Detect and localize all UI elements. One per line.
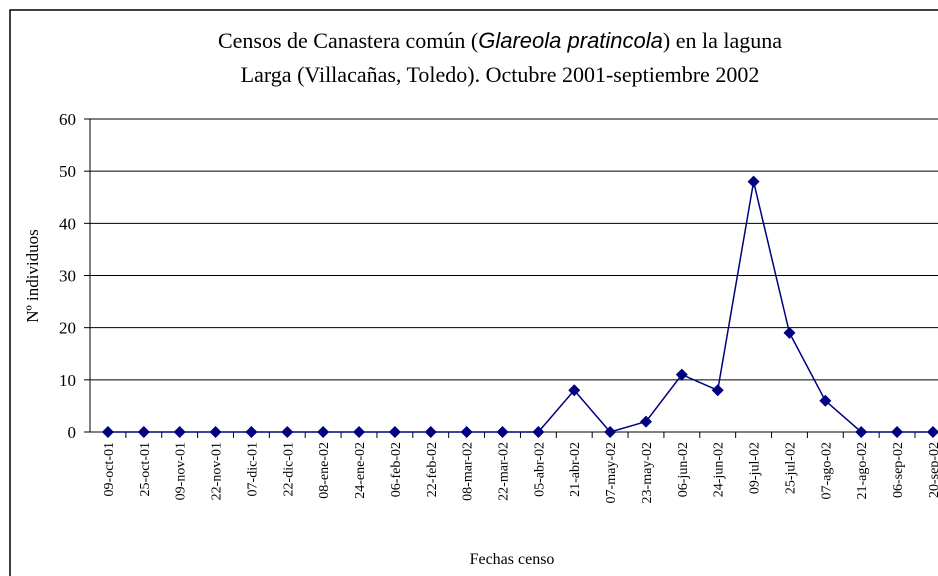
data-point [819,394,832,407]
x-tick-label: 06-jun-02 [676,442,691,497]
data-point [460,426,473,438]
y-tick-label: 0 [68,423,77,442]
data-point [747,175,760,188]
x-tick-label: 21-abr-02 [568,442,583,497]
data-point [675,368,688,381]
y-tick-label: 50 [59,162,76,181]
x-tick-label: 05-abr-02 [532,442,547,497]
x-tick-label: 24-jun-02 [712,442,727,497]
x-tick-label: 09-nov-01 [174,442,189,500]
x-tick-label: 07-ago-02 [819,442,834,500]
data-point [604,426,617,438]
data-point [245,426,258,438]
data-point [209,426,222,438]
chart-title: Censos de Canastera común (Glareola prat… [218,28,782,53]
x-axis-label: Fechas censo [470,551,555,568]
y-tick-label: 30 [59,267,76,286]
y-tick-label: 60 [59,110,76,129]
x-tick-label: 06-feb-02 [389,442,404,497]
chart-title: Larga (Villacañas, Toledo). Octubre 2001… [241,62,760,87]
x-tick-label: 07-dic-01 [245,442,260,496]
x-tick-label: 22-mar-02 [497,442,512,501]
data-point [532,426,545,438]
y-tick-label: 10 [59,371,76,390]
data-point [711,384,724,397]
x-tick-label: 24-ene-02 [353,442,368,499]
data-point [639,415,652,428]
data-point [496,426,509,438]
data-point [926,426,938,438]
x-tick-label: 22-feb-02 [425,442,440,497]
x-tick-label: 22-dic-01 [281,442,296,496]
data-point [783,326,796,339]
y-tick-label: 20 [59,319,76,338]
y-tick-label: 40 [59,214,76,233]
data-point [101,426,114,438]
x-tick-label: 25-oct-01 [138,442,153,496]
data-point [173,426,186,438]
data-point [388,426,401,438]
x-tick-label: 07-may-02 [604,442,619,503]
x-tick-label: 25-jul-02 [783,442,798,494]
x-tick-label: 09-jul-02 [748,442,763,494]
x-tick-label: 08-mar-02 [461,442,476,501]
data-point [855,426,868,438]
chart-frame [9,9,938,576]
x-tick-label: 06-sep-02 [891,442,906,498]
x-tick-label: 22-nov-01 [210,442,225,500]
x-tick-label: 08-ene-02 [317,442,332,499]
data-point [424,426,437,438]
x-tick-label: 09-oct-01 [102,442,117,496]
data-point [281,426,294,438]
x-tick-label: 20-sep-02 [927,442,938,498]
data-point [353,426,366,438]
x-tick-label: 23-may-02 [640,442,655,503]
y-axis-label: Nº individuos [23,229,42,323]
data-point [317,426,330,438]
data-point [137,426,150,438]
x-tick-label: 21-ago-02 [855,442,870,500]
data-point [891,426,904,438]
data-point [568,384,581,397]
